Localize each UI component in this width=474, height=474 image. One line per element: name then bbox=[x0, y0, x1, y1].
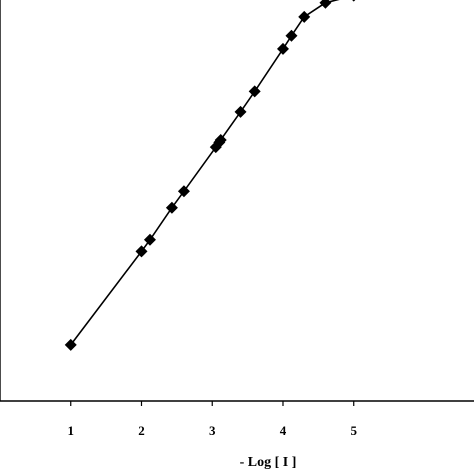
data-point-marker bbox=[285, 29, 298, 42]
data-point-marker bbox=[352, 0, 356, 2]
data-point-marker bbox=[177, 185, 190, 198]
data-point-marker bbox=[214, 133, 227, 146]
data-point-marker bbox=[165, 201, 178, 214]
data-point-marker bbox=[276, 42, 289, 55]
plot-frame bbox=[0, 0, 474, 402]
data-point-marker bbox=[248, 85, 261, 98]
x-tick-label: 2 bbox=[138, 423, 145, 438]
x-tick-label: 4 bbox=[280, 423, 287, 438]
data-point-marker bbox=[64, 338, 77, 351]
series-group bbox=[64, 0, 356, 351]
x-axis-title: - Log [ I ] bbox=[240, 455, 297, 470]
data-point-marker bbox=[234, 105, 247, 118]
x-tick-label: 5 bbox=[350, 423, 357, 438]
data-point-marker bbox=[135, 245, 148, 258]
data-point-marker bbox=[298, 10, 311, 23]
x-ticks: 1 2 3 4 5 bbox=[67, 401, 357, 438]
series-line bbox=[70, 0, 340, 346]
data-point-marker bbox=[319, 0, 332, 9]
x-tick-label: 1 bbox=[67, 423, 74, 438]
data-point-marker bbox=[143, 233, 156, 246]
x-tick-label: 3 bbox=[209, 423, 216, 438]
